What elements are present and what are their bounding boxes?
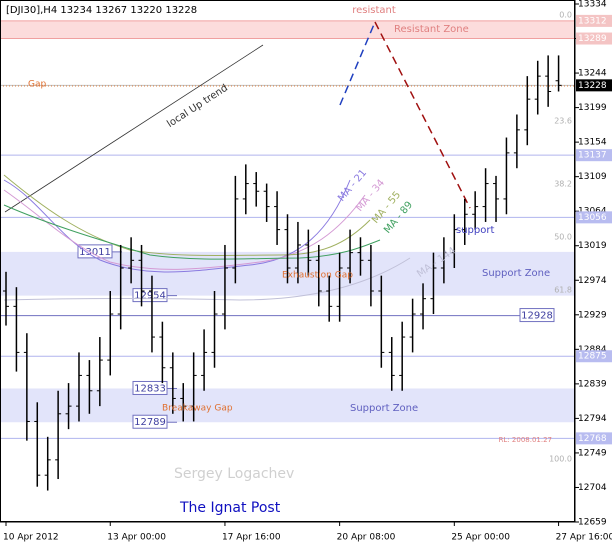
zone-label: Support Zone	[350, 403, 418, 414]
ma-line	[3, 174, 371, 257]
annotation: Gap	[28, 80, 46, 90]
x-tick-label: 25 Apr 00:00	[451, 533, 510, 543]
zone	[0, 388, 575, 423]
frame	[0, 0, 575, 522]
level-label: 13056	[578, 213, 607, 223]
annotation: resistant	[352, 5, 396, 16]
y-tick-label: 13109	[578, 172, 607, 182]
fibo-label: 100.0	[549, 455, 572, 464]
price-label: 13228	[578, 81, 607, 91]
level-box	[576, 432, 612, 445]
zone	[0, 20, 575, 39]
x-tick-label: 10 Apr 2012	[3, 533, 59, 543]
y-tick-label: 12794	[578, 414, 607, 424]
y-tick-label: 13334	[578, 0, 607, 10]
fibo-ref: RL: 2008.01.27	[499, 436, 552, 444]
level-box	[519, 308, 555, 323]
fibo-label: 50.0	[554, 233, 572, 242]
ma-line	[3, 189, 366, 270]
trend-line	[4, 44, 264, 213]
level-label: 13137	[578, 151, 607, 161]
y-tick-label: 12659	[578, 518, 607, 528]
projection-down	[374, 21, 471, 209]
zone-label: Resistant Zone	[394, 24, 469, 35]
level-label: 13312	[578, 16, 607, 26]
level-box	[576, 350, 612, 363]
watermark: The Ignat Post	[179, 500, 281, 516]
level-label: 12789	[134, 417, 166, 428]
fibo-label: 61.8	[554, 286, 572, 295]
level-box	[132, 414, 168, 429]
annotation: Exhaustion Gap	[282, 271, 353, 281]
y-tick-label: 13154	[578, 138, 607, 148]
level-box	[576, 149, 612, 162]
level-label: 13011	[79, 247, 111, 258]
level-box	[576, 14, 612, 27]
annotation: Breakaway Gap	[162, 404, 233, 414]
annotation: support	[456, 225, 494, 236]
x-tick-label: 17 Apr 16:00	[222, 533, 281, 543]
chart-title: [DJI30],H4 13234 13267 13220 13228	[6, 5, 197, 16]
fibo-label: 38.2	[554, 180, 572, 189]
zone-label: Support Zone	[482, 268, 550, 279]
y-tick-label: 12839	[578, 379, 607, 389]
ma-line	[3, 257, 411, 301]
level-label: 13289	[578, 34, 607, 44]
y-tick-label: 12974	[578, 276, 607, 286]
level-label: 12954	[134, 291, 166, 302]
level-label: 12875	[578, 352, 607, 362]
level-box	[576, 32, 612, 45]
watermark: Sergey Logachev	[174, 466, 294, 482]
y-tick-label: 13199	[578, 103, 607, 113]
level-label: 12928	[521, 311, 553, 322]
level-label: 12768	[578, 434, 607, 444]
projection-up	[339, 21, 376, 106]
y-tick-label: 13019	[578, 241, 607, 251]
y-tick-label: 12884	[578, 345, 607, 355]
price-box	[576, 79, 612, 92]
x-tick-label: 20 Apr 08:00	[337, 533, 396, 543]
y-tick-label: 13244	[578, 69, 607, 79]
level-box	[132, 380, 168, 395]
fibo-label: 23.6	[554, 117, 572, 126]
level-label: 12833	[134, 383, 166, 394]
y-tick-label: 12929	[578, 310, 607, 320]
fibo-label: 0.0	[559, 11, 572, 20]
level-box	[576, 211, 612, 224]
y-tick-label: 12749	[578, 448, 607, 458]
ma-line	[3, 179, 351, 273]
x-tick-label: 13 Apr 00:00	[107, 533, 166, 543]
x-tick-label: 27 Apr 16:00	[556, 533, 612, 543]
y-tick-label: 12704	[578, 483, 607, 493]
